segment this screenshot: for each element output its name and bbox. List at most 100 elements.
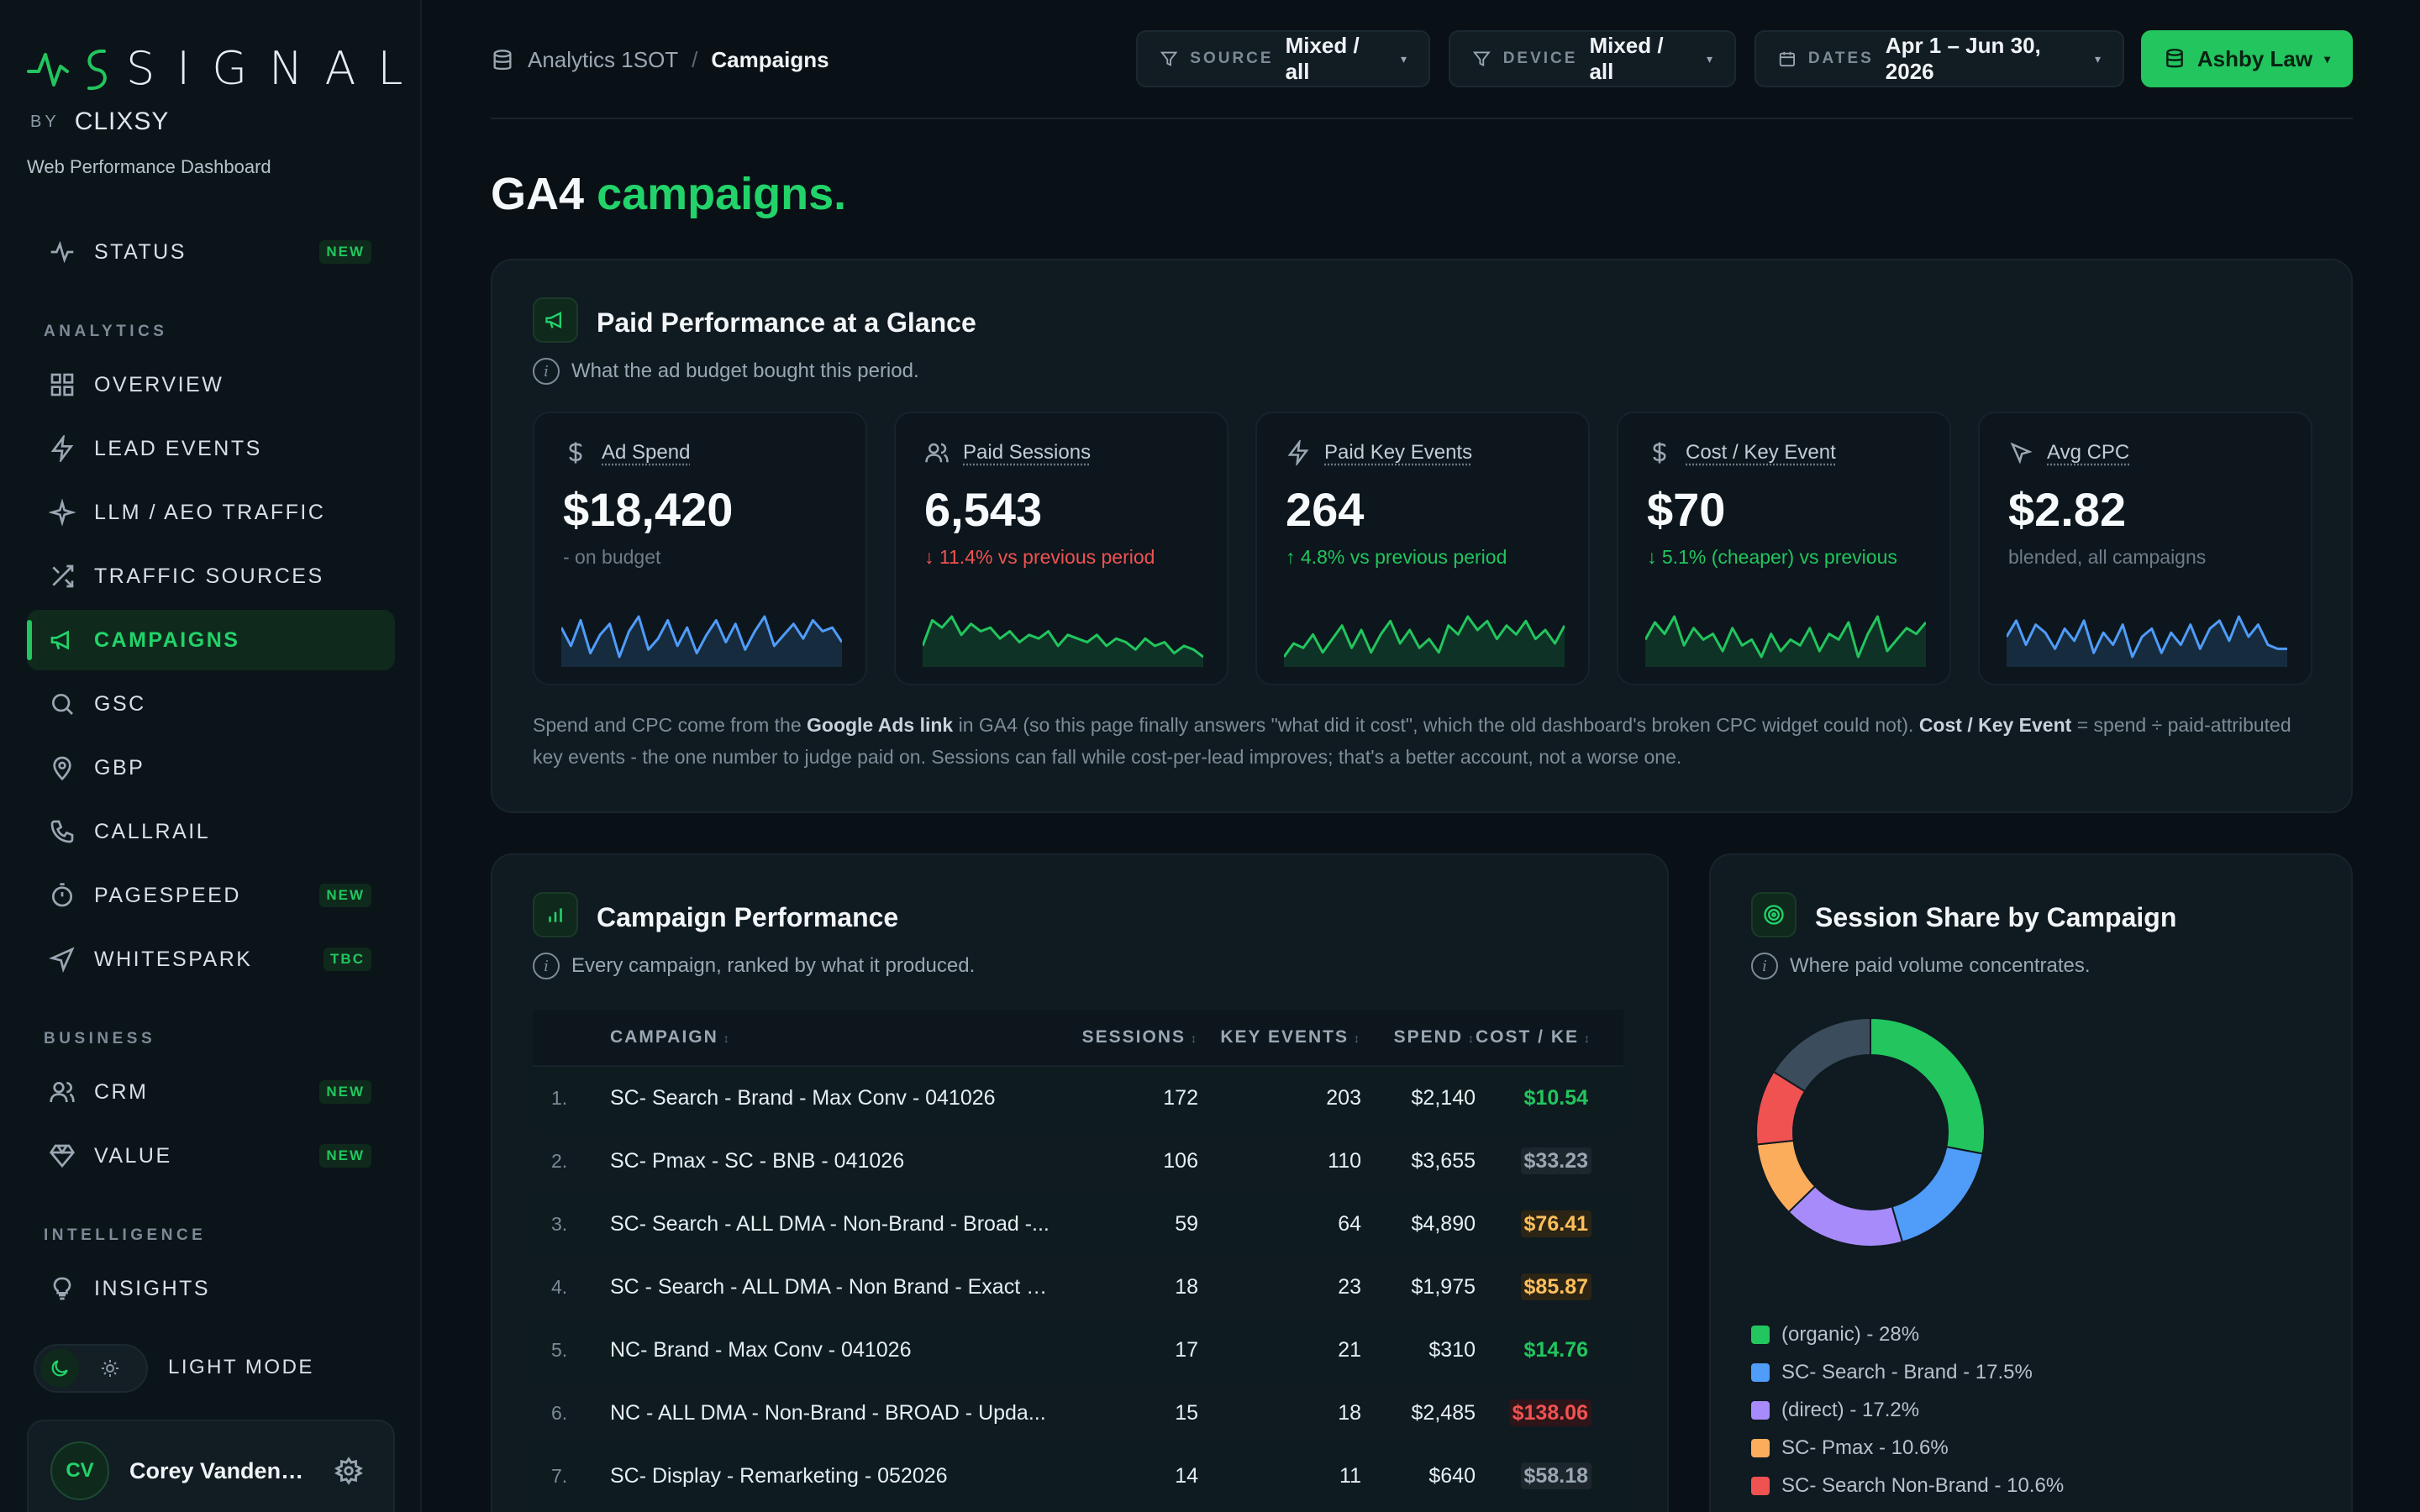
session-share-panel: Session Share by Campaign i Where paid v… [1709,853,2353,1512]
spend-value: $4,890 [1411,1212,1476,1236]
chevron-down-icon: ▾ [1706,51,1712,66]
sidebar-item-insights[interactable]: INSIGHTS [27,1258,395,1319]
info-icon[interactable]: i [1751,953,1778,979]
sparkline-line [923,615,1203,659]
dollar-icon [569,442,582,464]
filter-value: Apr 1 – Jun 30, 2026 [1885,33,2041,84]
info-icon[interactable]: i [533,953,560,979]
filter-value: Mixed / all [1285,33,1360,84]
date-filter[interactable]: DATES Apr 1 – Jun 30, 2026 ▾ [1754,30,2124,87]
legend-item[interactable]: SC- Search Non-Brand - 10.6% [1751,1467,2064,1504]
sidebar-item-gsc[interactable]: GSC [27,674,395,734]
sidebar-item-gbp[interactable]: GBP [27,738,395,798]
campaign-name: SC- Search - ALL DMA - Non-Brand - Broad… [610,1212,1050,1236]
table-row[interactable]: 7. SC- Display - Remarketing - 052026 14 11… [533,1445,1623,1508]
header-divider [491,118,2353,119]
breadcrumb-root[interactable]: Analytics 1SOT [528,47,679,72]
kpi-card-avg-cpc[interactable]: Avg CPC $2.82 blended, all campaigns [1978,412,2312,685]
legend-label: SC- Search Non-Brand - 10.6% [1781,1473,2065,1497]
pulse-logo-icon [27,49,107,91]
kpi-card-paid-sessions[interactable]: Paid Sessions 6,543 ↓ 11.4% vs previous … [894,412,1228,685]
donut-slice[interactable] [1870,1016,1986,1155]
panel-subtitle-text: What the ad budget bought this period. [571,360,919,382]
phone-icon [47,816,77,847]
kpi-label[interactable]: Paid Sessions [963,441,1092,464]
info-icon[interactable]: i [533,358,560,385]
sidebar-item-campaigns[interactable]: CAMPAIGNS [27,610,395,670]
col-header-cost-ke[interactable]: COST / KE ↕ [1476,1027,1613,1047]
user-card[interactable]: CV Corey Vandenb... [27,1420,395,1512]
donut-slice[interactable] [1772,1016,1871,1093]
col-header-sessions[interactable]: SESSIONS ↕ [1071,1027,1198,1047]
sparkline [561,615,842,667]
kpi-label[interactable]: Paid Key Events [1324,441,1473,464]
sidebar-item-label: INSIGHTS [94,1276,211,1300]
col-header-key-events[interactable]: KEY EVENTS ↕ [1198,1027,1361,1047]
device-filter[interactable]: DEVICE Mixed / all ▾ [1449,30,1736,87]
legend-item[interactable]: SC- Search - Brand - 17.5% [1751,1353,2064,1391]
kpi-delta: - on budget [563,546,661,568]
kpi-value: 6,543 [924,483,1043,536]
chevron-down-icon: ▾ [1400,51,1407,66]
sidebar-item-label: LEAD EVENTS [94,436,262,460]
spend-value: $1,975 [1411,1275,1476,1299]
donut-slice[interactable] [1891,1146,1984,1243]
client-selector-button[interactable]: Ashby Law ▾ [2141,30,2353,87]
target-icon [1751,892,1797,937]
cost-ke-value: $10.54 [1523,1086,1588,1110]
sidebar-item-llm-aeo-traffic[interactable]: LLM / AEO TRAFFIC [27,482,395,543]
col-header-spend[interactable]: SPEND ↕ [1361,1027,1476,1047]
legend-swatch [1751,1476,1770,1495]
sidebar-item-crm[interactable]: CRM NEW [27,1062,395,1122]
stopwatch-icon [47,880,77,911]
kpi-label[interactable]: Cost / Key Event [1686,441,1836,464]
table-row[interactable]: 4. SC - Search - ALL DMA - Non Brand - Ex… [533,1256,1623,1319]
new-badge: NEW [319,1080,371,1104]
table-row[interactable]: 3. SC- Search - ALL DMA - Non-Brand - Bro… [533,1193,1623,1256]
table-row[interactable]: 6. NC - ALL DMA - Non-Brand - BROAD - Upd… [533,1382,1623,1445]
col-header-label: CAMPAIGN [610,1027,718,1047]
sidebar-item-pagespeed[interactable]: PAGESPEED NEW [27,865,395,926]
calendar-icon [1779,51,1795,67]
brand-logo[interactable]: SIGNAL [27,44,424,94]
filter-key: DATES [1807,50,1874,67]
sidebar-item-label: CALLRAIL [94,819,211,843]
database-icon [2166,48,2183,68]
panel-subtitle: i What the ad budget bought this period. [533,358,919,385]
section-head-intelligence: INTELLIGENCE [44,1226,207,1244]
sidebar-item-callrail[interactable]: CALLRAIL [27,801,395,862]
sidebar-item-status[interactable]: STATUS NEW [27,222,395,282]
sessions-value: 14 [1175,1464,1198,1488]
sidebar-item-whitespark[interactable]: WHITESPARK TBC [27,929,395,990]
kpi-value: $18,420 [563,483,734,536]
legend-item[interactable]: (direct) - 17.2% [1751,1391,2064,1429]
legend-item[interactable]: (organic) - 28% [1751,1315,2064,1353]
filter-key: SOURCE [1190,50,1274,67]
source-filter[interactable]: SOURCE Mixed / all ▾ [1136,30,1430,87]
gear-icon[interactable] [334,1457,363,1489]
cost-ke-cell: $76.41 [1476,1210,1613,1237]
cursor-icon [2010,442,2033,465]
kpi-label[interactable]: Ad Spend [602,441,691,464]
table-row[interactable]: 2. SC- Pmax - SC - BNB - 041026 106 110 $3,6… [533,1130,1623,1193]
kpi-card-paid-key-events[interactable]: Paid Key Events 264 ↑ 4.8% vs previous p… [1255,412,1590,685]
sidebar-item-label: CRM [94,1079,149,1104]
panel-title: Paid Performance at a Glance [597,307,976,338]
table-row[interactable]: 5. NC- Brand - Max Conv - 041026 17 21 $310 $… [533,1319,1623,1382]
kpi-card-cost-per-key-event[interactable]: Cost / Key Event $70 ↓ 5.1% (cheaper) vs… [1617,412,1951,685]
sidebar-item-traffic-sources[interactable]: TRAFFIC SOURCES [27,546,395,606]
legend-item[interactable]: SC- Pmax - 10.6% [1751,1429,2064,1467]
sidebar-item-lead-events[interactable]: LEAD EVENTS [27,418,395,479]
table-row[interactable]: 1. SC- Search - Brand - Max Conv - 041026… [533,1067,1623,1130]
new-badge: NEW [319,1144,371,1168]
sidebar-item-label: GSC [94,691,146,716]
kpi-label[interactable]: Avg CPC [2047,441,2130,464]
mode-label: LIGHT MODE [168,1356,314,1378]
col-header-campaign[interactable]: CAMPAIGN ↕ [610,1027,1071,1047]
kpi-card-ad-spend[interactable]: Ad Spend $18,420 - on budget [533,412,867,685]
sparkline [1284,615,1565,667]
sidebar-item-overview[interactable]: OVERVIEW [27,354,395,415]
theme-toggle[interactable] [34,1344,148,1393]
sidebar-item-value[interactable]: VALUE NEW [27,1126,395,1186]
byline-by: BY [30,112,60,131]
